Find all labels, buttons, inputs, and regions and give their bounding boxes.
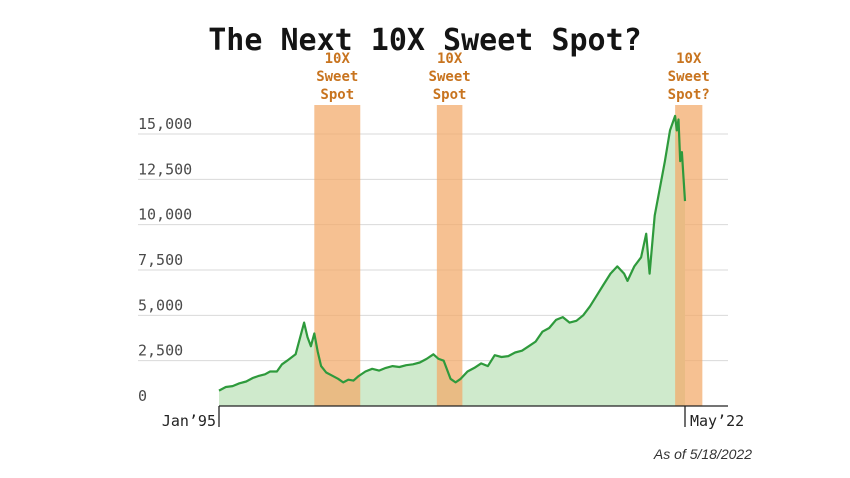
band-annotation: Spot: [320, 87, 354, 103]
chart-title: The Next 10X Sweet Spot?: [208, 23, 641, 58]
band-annotation: 10X: [437, 51, 463, 67]
y-tick-label: 12,500: [138, 160, 192, 178]
y-tick-label: 15,000: [138, 115, 192, 133]
y-tick-label: 10,000: [138, 206, 192, 224]
y-tick-label: 2,500: [138, 342, 183, 360]
band-annotation: Spot: [433, 87, 467, 103]
y-tick-label: 0: [138, 387, 147, 405]
x-tick-label-start: Jan’95: [162, 412, 216, 430]
y-tick-label: 7,500: [138, 251, 183, 269]
band-annotation: Sweet: [668, 69, 710, 85]
footnote: As of 5/18/2022: [653, 446, 752, 462]
band-annotation: Sweet: [316, 69, 358, 85]
x-tick-label-end: May’22: [690, 412, 744, 430]
axis-layer: [218, 405, 728, 427]
series-area: [219, 115, 685, 407]
y-tick-label: 5,000: [138, 296, 183, 314]
band-annotation: 10X: [676, 51, 702, 67]
band-annotation: Sweet: [429, 69, 471, 85]
area-layer: [219, 115, 685, 407]
series-line: [218, 114, 687, 392]
band-annotation: 10X: [325, 51, 351, 67]
label-layer: 0 2,500 5,000 7,500 10,000 12,500 15,000 10X Swe…: [138, 51, 744, 430]
sweet-spot-band: [436, 105, 463, 406]
band-annotation: Spot?: [668, 87, 710, 103]
line-layer: [218, 114, 687, 392]
sweet-spot-band: [314, 105, 361, 406]
